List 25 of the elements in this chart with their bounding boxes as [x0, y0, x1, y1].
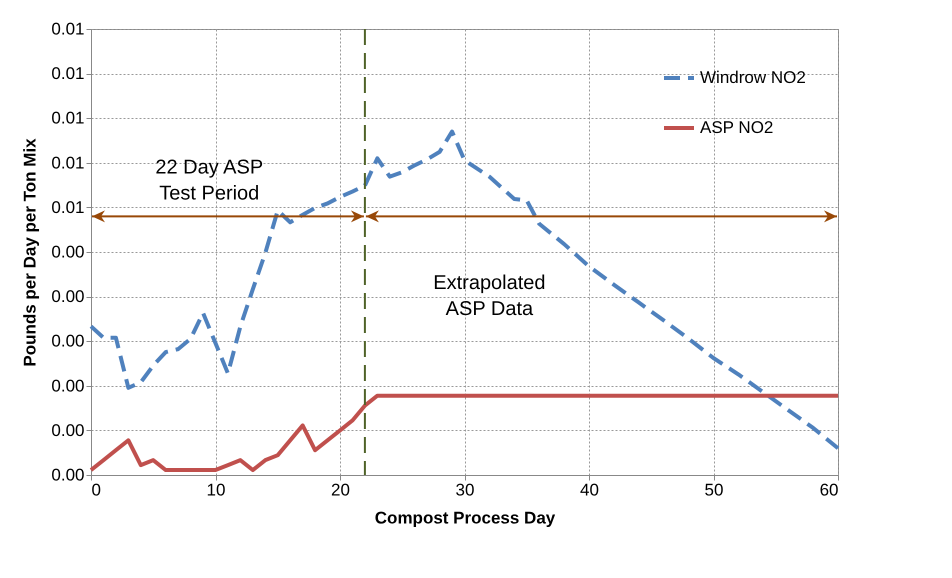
x-tick-label: 10 — [206, 480, 226, 500]
x-tick-label: 20 — [331, 480, 350, 500]
y-tick-label: 0.00 — [51, 466, 84, 484]
y-tick-label: 0.01 — [51, 108, 84, 128]
y-tick-label: 0.01 — [51, 198, 84, 217]
annotation: Extrapolated ASP Data — [433, 272, 546, 320]
y-tick-label: 0.00 — [51, 376, 84, 396]
x-axis-title: Compost Process Day — [374, 508, 556, 528]
y-tick-label: 0.00 — [51, 242, 84, 262]
y-tick-label: 0.00 — [51, 287, 84, 306]
x-tick-label: 0 — [92, 480, 101, 500]
line-series — [89, 394, 840, 472]
y-tick-label: 0.01 — [51, 153, 84, 172]
x-tick-label: 60 — [820, 480, 838, 500]
annotation: 22 Day ASP Test Period — [155, 156, 264, 204]
x-tick-label: 50 — [704, 480, 724, 500]
y-tick-label: 0.00 — [51, 332, 84, 351]
y-tick-label: 0.00 — [51, 420, 84, 440]
y-tick-label: 0.01 — [51, 20, 84, 38]
x-tick-label: 30 — [456, 480, 474, 500]
x-tick-label: 40 — [580, 480, 599, 500]
legend-label: ASP NO2 — [700, 118, 774, 137]
y-tick-label: 0.01 — [51, 64, 84, 84]
y-axis-title: Pounds per Day per Ton Mix — [20, 138, 40, 367]
legend-label: Windrow NO2 — [700, 68, 806, 87]
